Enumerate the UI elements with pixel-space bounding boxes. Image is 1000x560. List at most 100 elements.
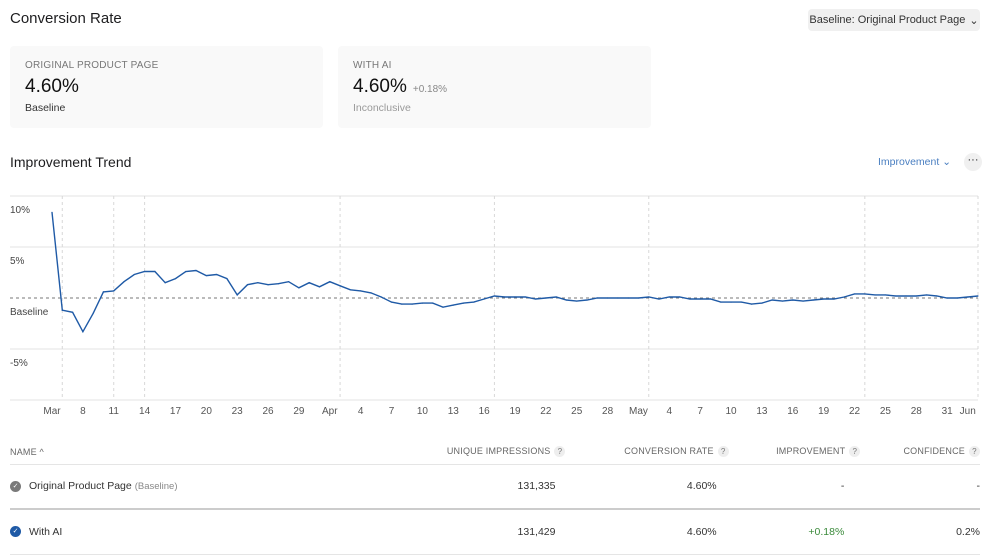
data-point <box>380 296 382 298</box>
x-tick-label: Jun <box>960 406 976 417</box>
data-point <box>555 296 557 298</box>
data-point <box>123 281 125 283</box>
data-point <box>504 296 506 298</box>
data-point <box>874 294 876 296</box>
metric-select[interactable]: Improvement ⌄ <box>878 156 951 168</box>
table-row[interactable]: ✓ Original Product Page (Baseline) 131,335… <box>10 464 980 510</box>
data-point <box>689 298 691 300</box>
data-point <box>946 297 948 299</box>
data-point <box>823 298 825 300</box>
column-header-name[interactable]: NAME ^ <box>10 440 380 465</box>
data-point <box>967 296 969 298</box>
data-point <box>895 295 897 297</box>
checkmark-icon[interactable]: ✓ <box>10 480 21 492</box>
data-point <box>174 278 177 280</box>
data-point <box>288 281 290 283</box>
x-tick-label: 16 <box>787 406 799 417</box>
help-icon[interactable]: ? <box>717 446 729 458</box>
data-point <box>164 282 166 284</box>
trend-title: Improvement Trend <box>10 154 132 170</box>
data-point <box>905 295 907 297</box>
data-point <box>596 297 598 299</box>
data-point <box>61 309 63 311</box>
x-tick-label: May <box>629 406 648 417</box>
variant-name: Original Product Page <box>29 480 132 493</box>
help-icon[interactable]: ? <box>554 446 566 458</box>
data-point <box>956 297 959 299</box>
checkmark-icon[interactable]: ✓ <box>10 526 21 538</box>
data-point <box>349 289 351 291</box>
column-header-rate[interactable]: CONVERSION RATE? <box>565 440 729 465</box>
data-point <box>864 293 866 295</box>
column-header-improvement[interactable]: IMPROVEMENT? <box>728 440 861 465</box>
data-point <box>277 283 279 285</box>
data-point <box>92 312 94 314</box>
card-status: Baseline <box>25 102 66 114</box>
column-header-confidence[interactable]: CONFIDENCE? <box>860 440 980 465</box>
x-tick-label: 10 <box>417 406 429 417</box>
data-point <box>144 270 146 273</box>
x-tick-label: 19 <box>509 406 521 417</box>
data-point <box>246 284 249 286</box>
data-point <box>71 311 74 313</box>
improvement-chart: 10% 5% Baseline -5% Mar 8 11 14 17 20 23 26 29 Apr 4 7 1… <box>10 195 979 417</box>
data-point <box>514 296 516 298</box>
help-icon[interactable]: ? <box>969 446 980 458</box>
data-point <box>545 297 547 299</box>
x-tick-label: 10 <box>726 406 738 417</box>
y-tick-label: 5% <box>10 256 25 267</box>
x-tick-label: 28 <box>911 406 923 417</box>
baseline-card: ORIGINAL PRODUCT PAGE 4.60% Baseline <box>10 46 323 128</box>
data-point <box>699 298 701 300</box>
data-point <box>411 303 413 305</box>
card-value: 4.60% <box>25 76 79 97</box>
improvement-cell: - <box>728 464 861 510</box>
data-point <box>925 294 928 296</box>
data-point <box>884 294 887 296</box>
data-point <box>205 274 207 277</box>
data-point <box>401 303 403 305</box>
data-point <box>133 273 135 276</box>
y-tick-label: -5% <box>10 358 28 369</box>
data-point <box>51 211 53 213</box>
y-tick-label: Baseline <box>10 307 49 318</box>
data-point <box>102 291 105 293</box>
data-point <box>329 281 331 283</box>
x-tick-label: 20 <box>201 406 213 417</box>
data-point <box>370 292 372 294</box>
card-value: 4.60% <box>353 76 407 97</box>
data-point <box>843 296 845 298</box>
confidence-cell: 0.2% <box>860 509 980 555</box>
data-point <box>915 295 917 297</box>
data-point <box>720 301 722 303</box>
x-tick-label: 13 <box>448 406 460 417</box>
x-tick-label: 23 <box>232 406 244 417</box>
data-point <box>442 306 444 308</box>
baseline-select[interactable]: Baseline: Original Product Page ⌄ <box>808 9 980 31</box>
data-point <box>82 331 84 333</box>
data-point <box>627 297 629 299</box>
data-point <box>617 297 619 299</box>
baseline-select-label: Baseline: Original Product Page <box>809 14 966 26</box>
variant-name: With AI <box>29 525 63 538</box>
x-tick-label: Apr <box>322 406 338 417</box>
data-point <box>607 297 609 299</box>
help-icon[interactable]: ? <box>849 446 861 458</box>
impressions-cell: 131,429 <box>380 509 566 555</box>
table-row[interactable]: ✓ With AI 131,429 4.60% +0.18% 0.2% <box>10 509 980 555</box>
x-tick-label: 19 <box>818 406 830 417</box>
column-header-impressions[interactable]: UNIQUE IMPRESSIONS? <box>380 440 566 465</box>
x-tick-label: 4 <box>667 406 673 417</box>
data-point <box>761 302 763 304</box>
card-status: Inconclusive <box>353 102 411 114</box>
data-point <box>421 302 423 304</box>
confidence-cell: - <box>860 464 980 510</box>
data-point <box>679 296 681 298</box>
data-point <box>781 300 784 302</box>
x-tick-label: 26 <box>263 406 275 417</box>
data-point <box>308 282 310 284</box>
data-point <box>853 293 856 295</box>
card-delta: +0.18% <box>412 84 448 95</box>
more-options-button[interactable]: ··· <box>964 153 982 171</box>
x-tick-label: 17 <box>170 406 182 417</box>
